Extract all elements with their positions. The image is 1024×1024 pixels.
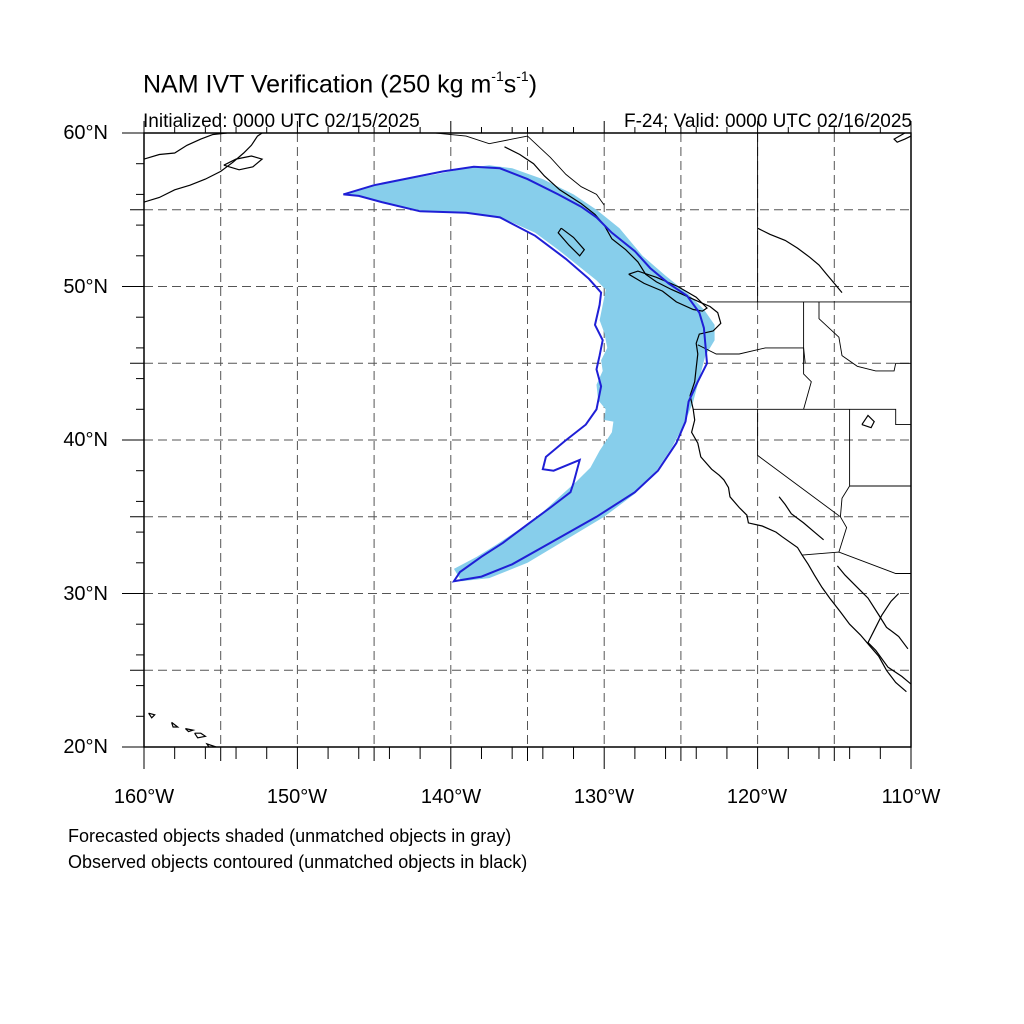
coastline-segment	[171, 721, 180, 728]
coastline-segment	[557, 227, 586, 257]
boundary-segment	[838, 409, 851, 553]
coastline-segment	[628, 270, 708, 312]
boundary-segment	[693, 408, 911, 426]
coastline-segment	[757, 227, 843, 293]
coastline-segment	[194, 732, 207, 739]
coastline-segment	[867, 593, 911, 685]
forecast-object-shaded	[343, 165, 715, 582]
coastline-segment	[893, 133, 911, 143]
chart-title: NAM IVT Verification (250 kg m-1s-1)	[143, 68, 538, 99]
lon-label-130w: 130°W	[573, 786, 635, 808]
boundary-segment	[435, 133, 605, 206]
lon-label-120w: 120°W	[726, 786, 788, 808]
coastline-segment	[148, 712, 156, 719]
boundary-segment	[757, 409, 841, 518]
lat-label-30n: 30°N	[63, 583, 108, 605]
coastline-segment	[184, 728, 196, 733]
boundary-segment	[802, 551, 911, 574]
lon-label-140w: 140°W	[420, 786, 482, 808]
lat-label-50n: 50°N	[63, 276, 108, 298]
axis-ticks	[122, 121, 912, 769]
observed-object-contour	[343, 165, 709, 583]
caption-forecast: Forecasted objects shaded (unmatched obj…	[68, 826, 512, 846]
coastlines	[144, 133, 911, 747]
valid-time-label: F-24: Valid: 0000 UTC 02/16/2025	[624, 111, 912, 132]
political-boundaries	[435, 133, 911, 574]
coastline-segment	[144, 133, 227, 160]
boundary-segment	[697, 344, 806, 364]
caption-observed: Observed objects contoured (unmatched ob…	[68, 852, 528, 872]
lon-label-150w: 150°W	[266, 786, 328, 808]
coastline-segment	[144, 133, 263, 203]
init-time-label: Initialized: 0000 UTC 02/15/2025	[143, 111, 420, 132]
boundary-segment	[818, 301, 911, 372]
gridlines	[144, 133, 911, 747]
lat-label-60n: 60°N	[63, 122, 108, 144]
coastline-segment	[205, 742, 217, 747]
lon-label-110w: 110°W	[881, 786, 941, 808]
coastline-segment	[861, 414, 875, 429]
coastline-segment	[504, 146, 907, 693]
coastline-segment	[836, 565, 909, 650]
lat-label-40n: 40°N	[63, 429, 108, 451]
lat-label-20n: 20°N	[63, 736, 108, 758]
coastline-segment	[778, 496, 824, 541]
boundary-segment	[803, 301, 812, 410]
lon-label-160w: 160°W	[113, 786, 175, 808]
coastline-segment	[223, 155, 264, 171]
